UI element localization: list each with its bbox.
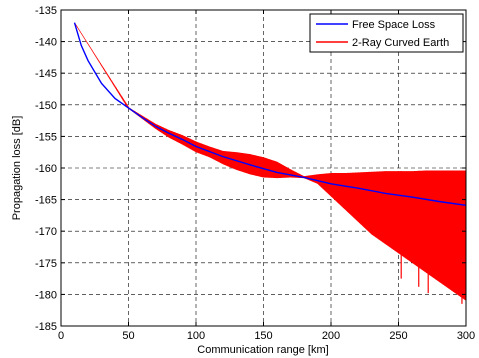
y-tick-label: -185 [35, 321, 57, 333]
y-tick-label: -170 [35, 226, 57, 238]
legend-label-2-ray-curved-earth: 2-Ray Curved Earth [352, 37, 449, 49]
y-axis-label: Propagation loss [dB] [11, 116, 23, 221]
y-tick-label: -140 [35, 37, 57, 49]
x-tick-label: 250 [389, 330, 407, 342]
x-tick-label: 0 [58, 330, 64, 342]
legend: Free Space Loss 2-Ray Curved Earth [309, 13, 464, 53]
x-tick-label: 200 [322, 330, 340, 342]
y-tick-label: -160 [35, 163, 57, 175]
y-tick-label: -135 [35, 5, 57, 17]
y-tick-label: -145 [35, 68, 57, 80]
legend-box [309, 13, 464, 53]
x-axis-label: Communication range [km] [197, 344, 328, 356]
y-tick-label: -150 [35, 100, 57, 112]
series-layer [73, 22, 467, 304]
y-tick-label: -155 [35, 131, 57, 143]
legend-label-free-space-loss: Free Space Loss [352, 19, 436, 31]
x-tick-label: 300 [457, 330, 475, 342]
y-tick-label: -165 [35, 195, 57, 207]
series-line-free-space-loss [73, 22, 467, 206]
x-tick-label: 50 [122, 330, 134, 342]
x-tick-label: 100 [187, 330, 205, 342]
y-tick-label: -180 [35, 289, 57, 301]
x-tick-label: 150 [254, 330, 272, 342]
y-tick-label: -175 [35, 258, 57, 270]
tick-layer: 0 50 100 150 200 250 300 -135 -140 -145 -150 -155 -1… [35, 5, 475, 342]
